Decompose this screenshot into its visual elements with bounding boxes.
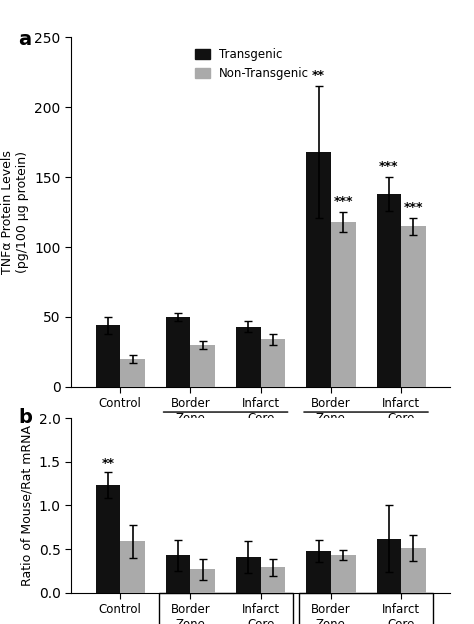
Bar: [166, 317, 191, 387]
Bar: [261, 339, 285, 387]
Y-axis label: TNFα Protein Levels
(pg/100 µg protein): TNFα Protein Levels (pg/100 µg protein): [1, 150, 29, 274]
Bar: [261, 567, 285, 593]
Bar: [401, 226, 426, 387]
Text: ***: ***: [404, 200, 423, 213]
Text: a: a: [18, 31, 31, 49]
Bar: [331, 222, 356, 387]
Bar: [96, 485, 120, 593]
Y-axis label: Ratio of Mouse/Rat mRNA: Ratio of Mouse/Rat mRNA: [20, 425, 33, 586]
Bar: [306, 551, 331, 593]
Bar: [401, 548, 426, 593]
Bar: [191, 345, 215, 387]
Bar: [96, 325, 120, 387]
Bar: [158, 593, 292, 624]
Text: 3 Hours: 3 Hours: [203, 423, 248, 436]
Legend: Transgenic, Non-Transgenic: Transgenic, Non-Transgenic: [191, 43, 314, 85]
Text: **: **: [312, 69, 325, 82]
Text: 24 Hours: 24 Hours: [339, 423, 392, 436]
Bar: [120, 359, 145, 387]
Text: ***: ***: [334, 195, 353, 208]
Bar: [236, 327, 261, 387]
Text: **: **: [101, 457, 114, 470]
Bar: [306, 152, 331, 387]
Text: ***: ***: [379, 160, 399, 173]
Bar: [331, 555, 356, 593]
Bar: [376, 539, 401, 593]
Bar: [236, 557, 261, 593]
Bar: [191, 569, 215, 593]
Bar: [299, 593, 433, 624]
Bar: [120, 541, 145, 593]
Bar: [166, 555, 191, 593]
Text: b: b: [18, 407, 32, 427]
Bar: [376, 194, 401, 387]
